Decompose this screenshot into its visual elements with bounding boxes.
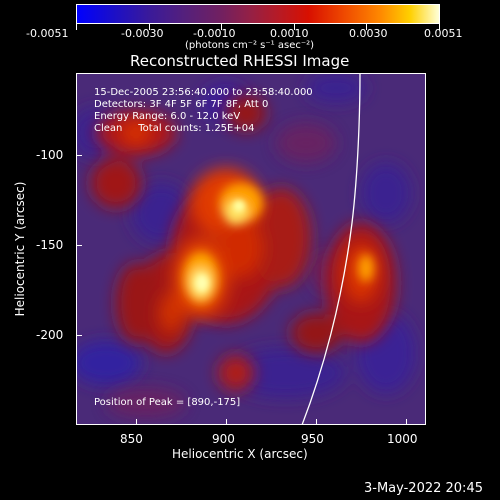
x-axis-tick [136, 419, 137, 425]
solar-limb-line [301, 73, 361, 425]
colorbar-tick [439, 24, 440, 30]
y-axis-tick [76, 335, 82, 336]
x-axis-tick [226, 419, 227, 425]
x-axis-tick [406, 419, 407, 425]
y-axis-tick-label: -200 [36, 328, 64, 342]
colorbar-tick [76, 24, 77, 30]
colorbar-tick [221, 24, 222, 30]
y-axis-tick-label: -150 [36, 238, 64, 252]
x-axis-tick-label: 900 [212, 432, 235, 446]
y-axis-tick-label: -100 [36, 148, 64, 162]
y-axis-title: Heliocentric Y (arcsec) [13, 181, 27, 317]
rhessi-image-canvas [76, 73, 426, 425]
x-axis-tick-label: 850 [120, 432, 143, 446]
colorbar-tick [366, 24, 367, 30]
peak-position-label: Position of Peak = [890,-175] [94, 397, 241, 408]
colorbar-tick-label: 0.0051 [424, 27, 463, 40]
colorbar-tick-label: -0.0010 [193, 27, 236, 40]
image-title: Reconstructed RHESSI Image [130, 52, 350, 70]
colorbar-tick-label: -0.0051 [26, 27, 69, 40]
y-axis-tick [76, 245, 82, 246]
x-axis-tick-label: 950 [301, 432, 324, 446]
colorbar-tick-label: 0.0030 [349, 27, 388, 40]
colorbar-tick-label: -0.0030 [121, 27, 164, 40]
x-axis-title: Heliocentric X (arcsec) [172, 447, 308, 461]
colorbar [76, 4, 440, 24]
colorbar-tick-label: 0.0010 [270, 27, 309, 40]
total-counts-label: Clean Total counts: 1.25E+04 [94, 123, 255, 134]
rhessi-image-map [76, 73, 426, 425]
colorbar-tick [149, 24, 150, 30]
detectors-label: Detectors: 3F 4F 5F 6F 7F 8F, Att 0 [94, 99, 269, 110]
timestamp-label: 3-May-2022 20:45 [364, 481, 483, 496]
y-axis-tick [76, 155, 82, 156]
x-axis-tick [316, 419, 317, 425]
x-axis-tick-label: 1000 [387, 432, 418, 446]
time-range-label: 15-Dec-2005 23:56:40.000 to 23:58:40.000 [94, 87, 313, 98]
energy-range-label: Energy Range: 6.0 - 12.0 keV [94, 111, 241, 122]
colorbar-unit-label: (photons cm⁻² s⁻¹ asec⁻²) [185, 40, 315, 51]
colorbar-tick [294, 24, 295, 30]
